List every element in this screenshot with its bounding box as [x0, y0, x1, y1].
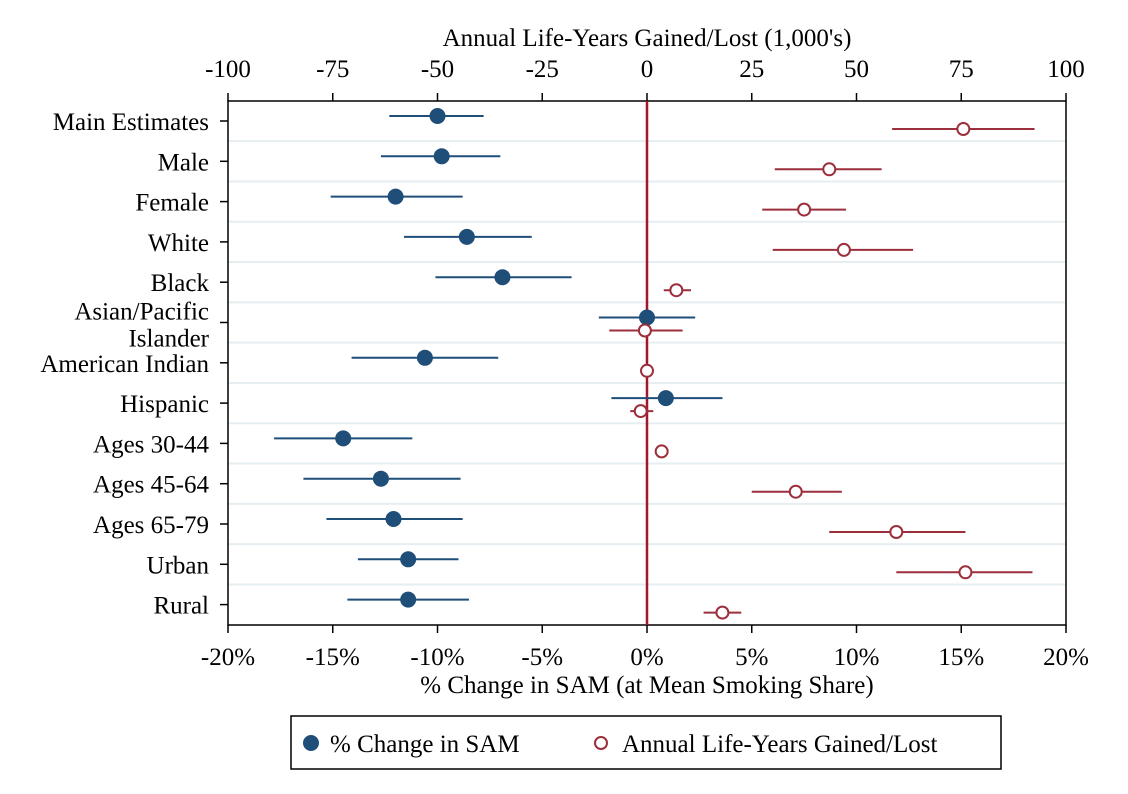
life-years-point [788, 484, 803, 499]
top-axis-title: Annual Life-Years Gained/Lost (1,000's) [443, 25, 852, 52]
sam-point [400, 551, 417, 568]
sam-point [335, 430, 352, 447]
top-tick-label: -100 [205, 56, 251, 83]
axes: -20% -15% -10% -5% 0% 5% 10% 15% 20% -100 -75 -50 -2… [201, 56, 1089, 671]
category-label: White [148, 230, 209, 257]
sam-point [657, 390, 674, 407]
life-years-point [836, 242, 851, 257]
sam-point [433, 148, 450, 165]
bottom-tick-label: -15% [306, 644, 360, 671]
bottom-tick-label: 20% [1043, 644, 1089, 671]
sam-point [416, 349, 433, 366]
top-tick-label: -50 [421, 56, 454, 83]
category-label: Ages 45-64 [93, 472, 209, 499]
category-label: American Indian [40, 351, 209, 378]
legend-label-sam: % Change in SAM [330, 731, 520, 758]
category-label: Male [158, 149, 209, 176]
category-label: Islander [128, 326, 209, 353]
category-label: Ages 65-79 [93, 512, 209, 539]
legend-marker-sam [303, 735, 319, 751]
top-tick-label: 25 [739, 56, 764, 83]
category-label: Hispanic [120, 391, 209, 418]
bottom-tick-label: 10% [834, 644, 880, 671]
data-marks [274, 101, 1035, 625]
category-labels: Main Estimates Male Female White BlackAsian/… [40, 109, 209, 620]
bottom-tick-label: 15% [938, 644, 984, 671]
category-label: Main Estimates [53, 109, 209, 136]
bottom-tick-label: -20% [201, 644, 255, 671]
top-tick-label: 0 [641, 56, 654, 83]
life-years-point [715, 605, 730, 620]
sam-point [458, 228, 475, 245]
life-years-point [958, 565, 973, 580]
bottom-tick-label: 5% [735, 644, 768, 671]
sam-point [387, 188, 404, 205]
legend-label-life-years: Annual Life-Years Gained/Lost [622, 731, 937, 758]
top-tick-label: -75 [316, 56, 349, 83]
life-years-point [889, 525, 904, 539]
life-years-point [797, 202, 812, 217]
sam-point [429, 108, 446, 124]
sam-point [400, 591, 417, 608]
category-label: Rural [153, 593, 209, 620]
top-tick-label: -25 [526, 56, 559, 83]
life-years-point [633, 404, 648, 419]
legend-box [290, 715, 1002, 770]
legend-marker-life-years [594, 736, 608, 750]
life-years-point [669, 283, 684, 298]
top-tick-label: 75 [949, 56, 974, 83]
legend: % Change in SAM Annual Life-Years Gained/… [290, 715, 1002, 770]
top-tick-label: 50 [844, 56, 869, 83]
category-label: Urban [147, 552, 210, 579]
top-tick-label: 100 [1047, 56, 1085, 83]
life-years-point [637, 323, 652, 338]
bottom-tick-label: -10% [410, 644, 464, 671]
bottom-tick-label: 0% [630, 644, 663, 671]
life-years-point [640, 363, 654, 378]
category-label: Black [151, 270, 210, 297]
category-label: Ages 30-44 [93, 431, 209, 458]
bottom-axis-title: % Change in SAM (at Mean Smoking Share) [420, 672, 873, 699]
life-years-point [654, 444, 669, 459]
bottom-tick-label: -5% [521, 644, 563, 671]
category-label: Female [135, 190, 209, 217]
category-label: Asian/Pacific [74, 299, 209, 326]
sam-point [494, 269, 511, 286]
life-years-point [956, 122, 971, 136]
sam-point [385, 511, 402, 527]
life-years-point [822, 162, 837, 177]
sam-point [372, 470, 389, 487]
sam-point [639, 309, 655, 326]
